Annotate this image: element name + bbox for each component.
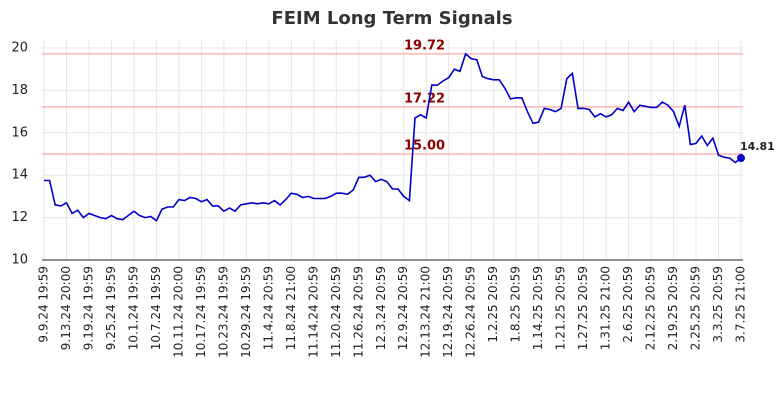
x-tick-label: 9.13.24 20:00	[59, 266, 73, 350]
x-tick-label: 3.3.25 20:59	[711, 266, 725, 343]
x-tick-label: 10.23.24 19:59	[216, 266, 230, 358]
x-tick-label: 11.20.24 20:59	[329, 266, 343, 358]
x-tick-label: 10.1.24 19:59	[126, 266, 140, 350]
last-value-label: 14.81	[740, 140, 775, 153]
signal-label: 19.72	[404, 38, 445, 53]
x-tick-label: 10.11.24 20:00	[171, 266, 185, 358]
chart-title: FEIM Long Term Signals	[271, 8, 512, 29]
x-tick-label: 2.12.25 20:59	[644, 266, 658, 350]
x-tick-label: 1.14.25 20:59	[531, 266, 545, 350]
x-tick-label: 12.13.24 21:00	[419, 266, 433, 358]
x-tick-label: 11.8.24 21:00	[284, 266, 298, 350]
signal-label: 15.00	[404, 139, 445, 154]
y-tick-label: 20	[11, 41, 28, 56]
x-tick-label: 11.4.24 20:59	[261, 266, 275, 350]
last-point	[737, 154, 745, 163]
y-tick-label: 16	[11, 125, 28, 140]
x-tick-label: 10.29.24 19:59	[239, 266, 253, 358]
x-tick-label: 11.14.24 20:59	[306, 266, 320, 358]
x-tick-label: 9.19.24 19:59	[81, 266, 95, 350]
x-tick-label: 1.2.25 20:59	[486, 266, 500, 343]
x-tick-label: 12.26.24 20:59	[464, 266, 478, 358]
y-tick-label: 14	[11, 168, 28, 183]
x-tick-label: 9.9.24 19:59	[37, 266, 51, 343]
x-tick-label: 9.25.24 19:59	[104, 266, 118, 350]
x-tick-label: 12.3.24 20:59	[374, 266, 388, 350]
x-tick-label: 11.26.24 20:59	[351, 266, 365, 358]
x-tick-label: 3.7.25 21:00	[734, 266, 748, 343]
price-line	[44, 52, 742, 223]
y-tick-label: 18	[11, 83, 28, 98]
signal-label: 17.22	[404, 91, 445, 106]
x-tick-label: 12.19.24 20:59	[441, 266, 455, 358]
x-tick-label: 2.25.25 20:59	[689, 266, 703, 350]
x-tick-label: 1.31.25 21:00	[599, 266, 613, 350]
x-tick-label: 2.6.25 20:59	[621, 266, 635, 343]
y-tick-label: 12	[11, 210, 28, 225]
y-tick-label: 10	[11, 253, 28, 268]
x-tick-label: 2.19.25 20:59	[666, 266, 680, 350]
x-tick-label: 1.8.25 20:59	[509, 266, 523, 343]
x-tick-label: 10.7.24 19:59	[149, 266, 163, 350]
x-tick-label: 10.17.24 19:59	[194, 266, 208, 358]
x-tick-label: 1.21.25 20:59	[554, 266, 568, 350]
x-tick-label: 12.9.24 20:59	[396, 266, 410, 350]
x-tick-label: 1.27.25 20:59	[576, 266, 590, 350]
